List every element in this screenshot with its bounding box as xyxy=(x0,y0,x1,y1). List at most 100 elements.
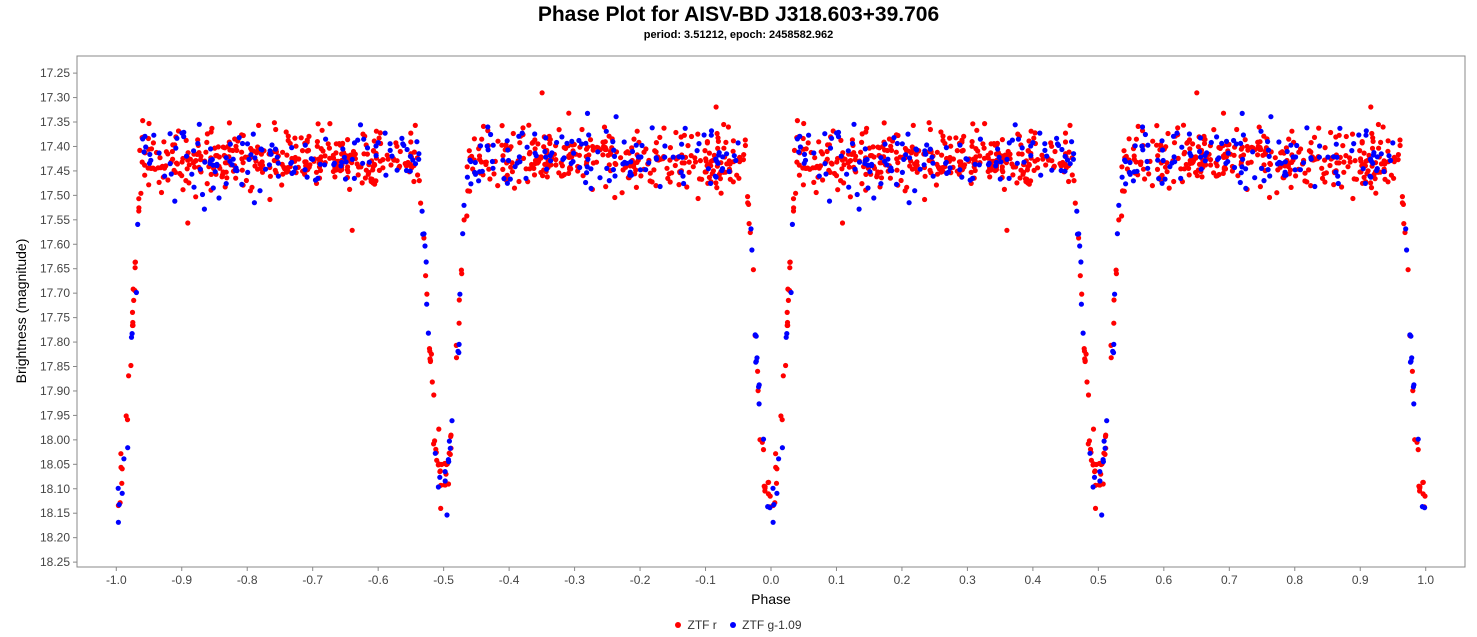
ztf-r-point xyxy=(209,125,215,131)
ztf-g-point xyxy=(181,129,187,135)
ztf-g-point xyxy=(997,176,1003,182)
ztf-g-point xyxy=(569,138,575,144)
ztf-r-point xyxy=(429,379,435,385)
ztf-r-point xyxy=(839,220,846,226)
ztf-r-point xyxy=(198,153,204,159)
ztf-r-point xyxy=(818,149,824,155)
ztf-g-point xyxy=(432,450,438,456)
ztf-r-point xyxy=(1199,174,1205,180)
ztf-r-point xyxy=(1256,124,1262,130)
ztf-g-point xyxy=(1139,124,1146,130)
ztf-r-point xyxy=(1166,185,1172,191)
ztf-r-point xyxy=(985,155,991,161)
ztf-r-point xyxy=(600,152,606,158)
ztf-r-point xyxy=(547,140,553,147)
ztf-g-point xyxy=(394,167,400,173)
ztf-r-point xyxy=(345,137,351,143)
ztf-g-point xyxy=(148,157,154,163)
ztf-g-point xyxy=(141,149,147,155)
ztf-r-point xyxy=(212,145,218,151)
ztf-r-point xyxy=(718,190,724,196)
ztf-g-point xyxy=(1233,141,1239,147)
ztf-g-point xyxy=(1119,174,1125,180)
x-axis: -1.0 -0.9 -0.8 -0.7 -0.6 -0.5 -0.4 -0.3 -0.2 -0.1… xyxy=(106,567,1434,587)
ztf-g-point xyxy=(1054,135,1060,141)
ztf-r-point xyxy=(1014,180,1020,186)
y-tick-label: 18.20 xyxy=(40,531,70,545)
ztf-r-point xyxy=(866,145,873,151)
ztf-r-point xyxy=(1187,160,1193,167)
ztf-r-point xyxy=(424,291,430,297)
ztf-r-point xyxy=(787,259,793,265)
ztf-r-point xyxy=(1000,169,1006,175)
ztf-r-point xyxy=(765,479,771,486)
ztf-r-point xyxy=(453,355,460,361)
ztf-r-point xyxy=(495,183,501,189)
ztf-r-point xyxy=(888,143,894,149)
ztf-r-point xyxy=(787,265,793,271)
ztf-r-point xyxy=(1186,172,1192,178)
x-tick-label: 0.1 xyxy=(828,573,845,587)
ztf-g-point xyxy=(1223,138,1230,144)
ztf-r-point xyxy=(366,169,372,175)
ztf-r-point xyxy=(800,165,806,171)
ztf-g-point xyxy=(554,139,560,146)
ztf-r-point xyxy=(471,136,477,142)
ztf-g-point xyxy=(588,185,594,191)
ztf-g-point xyxy=(173,145,179,151)
ztf-g-point xyxy=(724,151,730,157)
ztf-g-point xyxy=(245,169,251,175)
ztf-r-point xyxy=(721,121,727,128)
ztf-g-point xyxy=(653,155,659,161)
ztf-g-point xyxy=(716,150,722,156)
x-axis-label: Phase xyxy=(751,591,791,607)
ztf-g-point xyxy=(119,490,125,496)
ztf-r-point xyxy=(1165,130,1171,137)
ztf-r-point xyxy=(1133,136,1139,142)
ztf-g-point xyxy=(251,200,257,206)
ztf-r-point xyxy=(1372,176,1378,182)
ztf-g-point xyxy=(191,184,197,190)
x-tick-label: 0.8 xyxy=(1286,573,1303,587)
ztf-g-point xyxy=(801,151,808,157)
ztf-r-point xyxy=(418,200,424,206)
ztf-r-point xyxy=(130,322,136,328)
ztf-g-point xyxy=(1208,139,1214,146)
ztf-g-point xyxy=(449,418,455,424)
ztf-g-point xyxy=(291,169,297,175)
ztf-r-point xyxy=(708,158,715,164)
ztf-g-point xyxy=(373,153,379,159)
ztf-r-point xyxy=(1401,221,1407,227)
ztf-g-point xyxy=(355,137,361,143)
ztf-r-point xyxy=(1328,129,1334,136)
ztf-r-point xyxy=(839,166,845,172)
ztf-r-point xyxy=(1040,156,1046,162)
ztf-r-point xyxy=(267,196,273,203)
ztf-r-point xyxy=(1370,135,1376,141)
ztf-g-point xyxy=(1102,445,1108,451)
ztf-r-point xyxy=(1067,122,1073,128)
ztf-g-point xyxy=(1268,114,1274,120)
ztf-r-point xyxy=(835,187,841,193)
ztf-r-point xyxy=(842,156,848,162)
ztf-r-point xyxy=(483,159,489,165)
ztf-g-point xyxy=(275,173,281,179)
ztf-g-point xyxy=(457,291,463,297)
ztf-r-point xyxy=(1116,217,1122,223)
ztf-r-point xyxy=(456,297,462,303)
ztf-g-point xyxy=(125,445,131,451)
ztf-r-point xyxy=(1079,291,1085,297)
ztf-g-point xyxy=(576,137,582,144)
ztf-r-point xyxy=(794,118,801,124)
ztf-r-point xyxy=(397,148,403,155)
ztf-r-point xyxy=(292,135,298,141)
ztf-r-point xyxy=(132,265,138,271)
ztf-g-point xyxy=(389,153,395,159)
ztf-r-point xyxy=(491,171,497,177)
ztf-g-point xyxy=(976,162,982,168)
y-axis: 17.25 17.30 17.35 17.40 17.45 17.50 17.55 17.60… xyxy=(40,66,77,569)
ztf-g-point xyxy=(972,161,978,167)
ztf-r-point xyxy=(634,128,640,134)
ztf-r-point xyxy=(330,155,337,161)
ztf-r-point xyxy=(958,163,964,169)
